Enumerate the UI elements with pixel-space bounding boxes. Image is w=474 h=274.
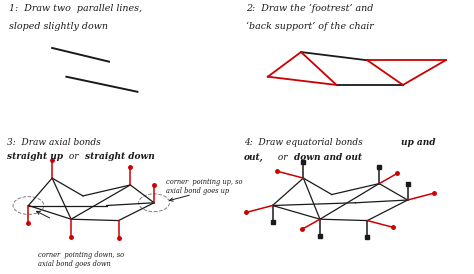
Text: corner  pointing down, so
axial bond goes down: corner pointing down, so axial bond goes… <box>38 251 124 268</box>
Text: straight up: straight up <box>7 152 63 161</box>
Text: or: or <box>275 153 290 162</box>
Text: out,: out, <box>244 153 264 162</box>
Text: up and: up and <box>401 138 435 147</box>
Text: straight down: straight down <box>85 152 155 161</box>
Text: down and out: down and out <box>294 153 362 162</box>
Text: corner  pointing up, so
axial bond goes up: corner pointing up, so axial bond goes u… <box>166 178 242 195</box>
Text: 2:  Draw the ‘footrest’ and: 2: Draw the ‘footrest’ and <box>246 4 374 13</box>
Text: 1:  Draw two  parallel lines,: 1: Draw two parallel lines, <box>9 4 143 13</box>
Text: 4:  Draw equatorial bonds: 4: Draw equatorial bonds <box>244 138 366 147</box>
Text: sloped slightly down: sloped slightly down <box>9 22 109 31</box>
Text: or: or <box>66 152 82 161</box>
Text: ‘back support’ of the chair: ‘back support’ of the chair <box>246 22 374 31</box>
Text: 3:  Draw axial bonds: 3: Draw axial bonds <box>7 138 101 147</box>
